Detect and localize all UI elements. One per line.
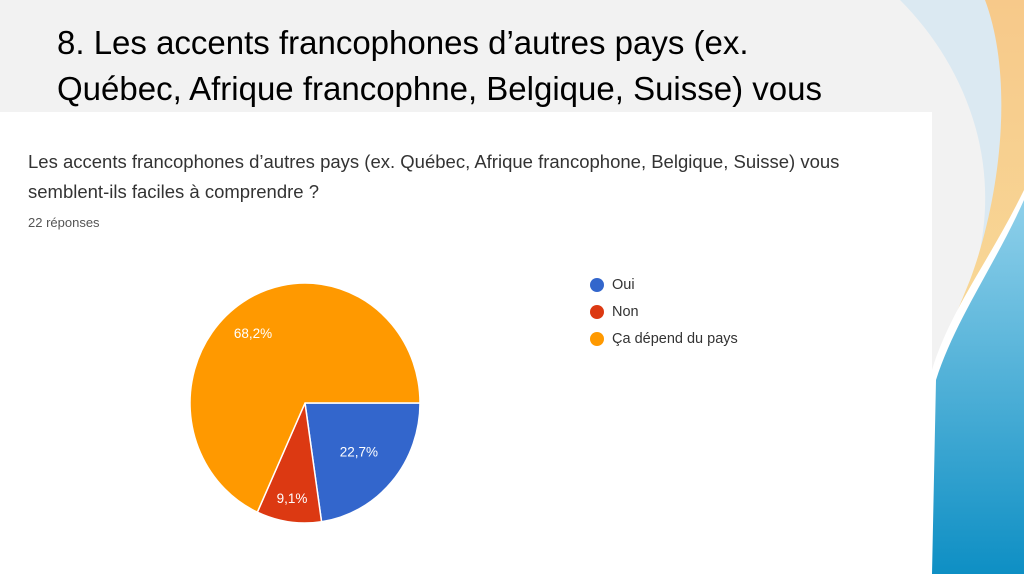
- pie-chart: 22,7% 9,1% 68,2%: [189, 282, 421, 524]
- legend-item: Non: [590, 302, 639, 322]
- slice-data-label: 68,2%: [234, 326, 272, 341]
- legend-label: Non: [612, 304, 639, 320]
- chart-title: Les accents francophones d’autres pays (…: [28, 151, 840, 202]
- legend-dot-icon: [590, 305, 604, 319]
- slide-title-line-1: 8. Les accents francophones d’autres pay…: [57, 24, 749, 61]
- slice-data-label: 9,1%: [277, 491, 308, 506]
- slice-data-label: 22,7%: [340, 445, 378, 460]
- legend-label: Oui: [612, 277, 635, 293]
- legend-item: Ça dépend du pays: [590, 329, 738, 349]
- legend-item: Oui: [590, 275, 635, 295]
- slide-title: 8. Les accents francophones d’autres pay…: [57, 20, 957, 112]
- legend-label: Ça dépend du pays: [612, 331, 738, 347]
- chart-panel: Les accents francophones d’autres pays (…: [0, 112, 932, 574]
- legend-dot-icon: [590, 332, 604, 346]
- pie-slice--a-d-pend-du-pays: [189, 282, 421, 514]
- pie-slice-oui: [304, 402, 421, 523]
- slide-title-line-2: Québec, Afrique francophne, Belgique, Su…: [57, 70, 822, 107]
- legend-dot-icon: [590, 278, 604, 292]
- response-count: 22 réponses: [28, 215, 100, 230]
